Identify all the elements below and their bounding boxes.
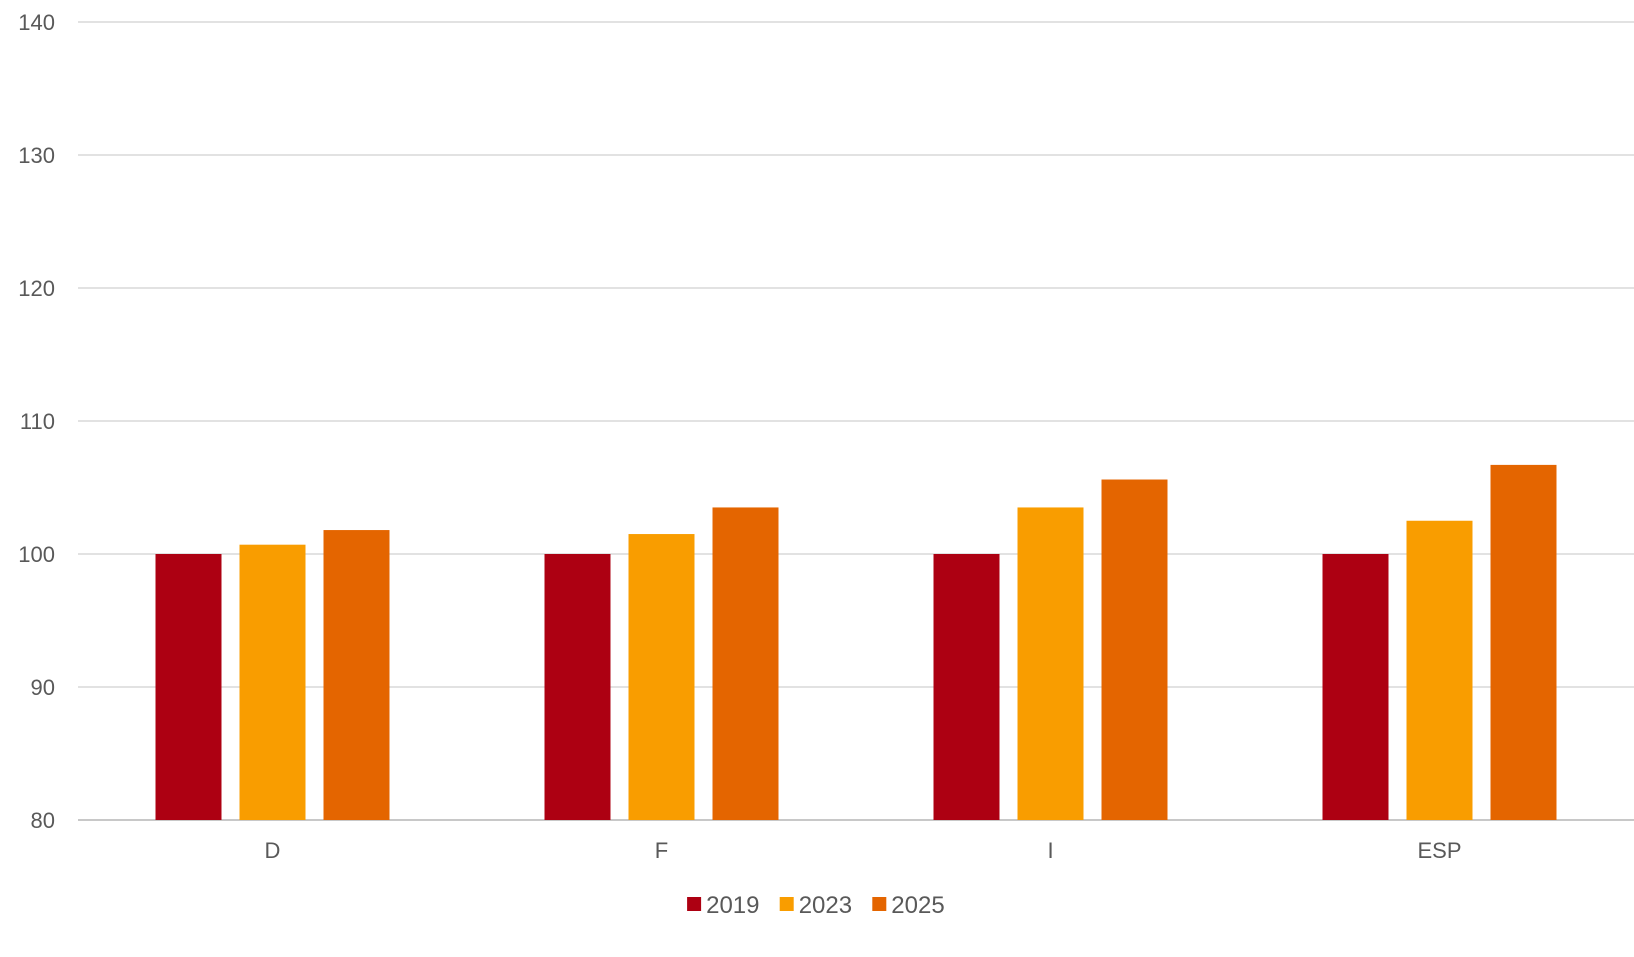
legend-item-2023: 2023 bbox=[779, 892, 852, 919]
bar-2025-ESP bbox=[1490, 464, 1557, 820]
bar-2023-I bbox=[1017, 507, 1084, 820]
bar-2019-I bbox=[933, 554, 1000, 820]
y-tick-label: 120 bbox=[18, 276, 55, 301]
legend-swatch bbox=[687, 897, 702, 911]
x-category-label: I bbox=[1047, 838, 1053, 863]
y-axis-tick-labels: 80 90 100 110 120 130 140 bbox=[18, 10, 55, 833]
y-tick-label: 90 bbox=[31, 675, 55, 700]
x-category-label: D bbox=[265, 838, 281, 863]
bar-2019-ESP bbox=[1322, 554, 1389, 820]
y-tick-label: 110 bbox=[20, 409, 55, 434]
bar-2023-D bbox=[239, 544, 306, 820]
bar-2019-D bbox=[155, 554, 222, 820]
bar-2023-ESP bbox=[1406, 520, 1473, 820]
x-category-label: F bbox=[655, 838, 668, 863]
y-tick-label: 100 bbox=[18, 542, 55, 567]
bar-2025-I bbox=[1101, 479, 1168, 820]
legend-label: 2025 bbox=[891, 892, 944, 919]
x-axis-category-labels: D F I ESP bbox=[265, 838, 1462, 863]
bar-2025-D bbox=[323, 530, 390, 820]
x-category-label: ESP bbox=[1417, 838, 1461, 863]
legend-label: 2019 bbox=[706, 892, 759, 919]
bar-2019-F bbox=[544, 554, 611, 820]
legend: 2019 2023 2025 bbox=[687, 892, 945, 919]
legend-item-2025: 2025 bbox=[872, 892, 945, 919]
legend-item-2019: 2019 bbox=[687, 892, 759, 919]
gridlines bbox=[78, 21, 1634, 821]
y-tick-label: 130 bbox=[18, 143, 55, 168]
bar-2023-F bbox=[628, 534, 695, 820]
y-tick-label: 140 bbox=[18, 10, 55, 35]
legend-swatch bbox=[872, 897, 887, 911]
y-tick-label: 80 bbox=[31, 808, 55, 833]
legend-label: 2023 bbox=[799, 892, 852, 919]
bars bbox=[155, 464, 1557, 820]
legend-swatch bbox=[779, 897, 794, 911]
bar-2025-F bbox=[712, 507, 779, 820]
